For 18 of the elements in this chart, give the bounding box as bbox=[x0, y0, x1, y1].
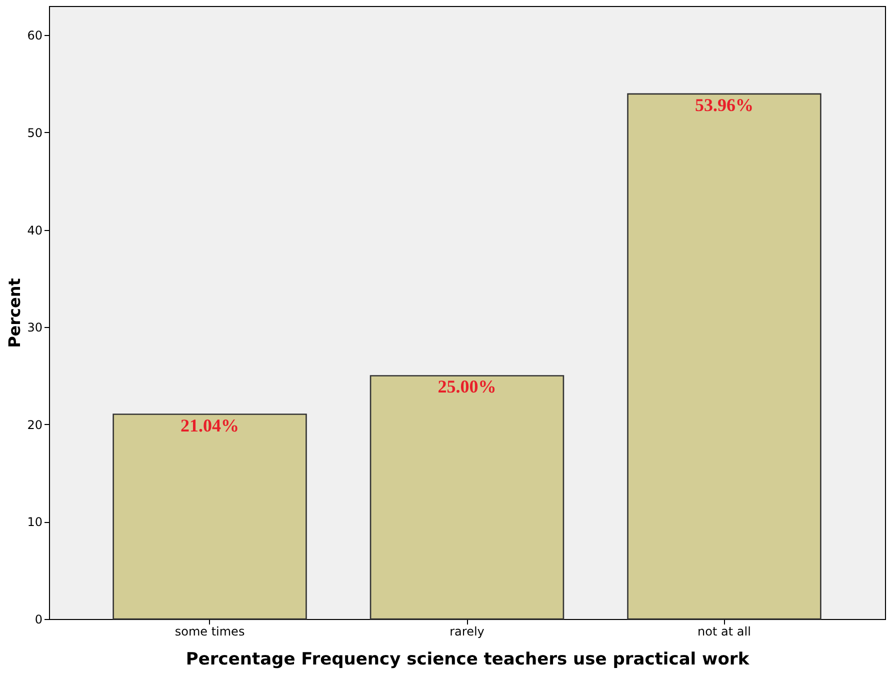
x-tick-label: rarely bbox=[450, 624, 484, 638]
y-tick-label: 0 bbox=[34, 612, 42, 626]
y-tick-label: 30 bbox=[27, 320, 42, 335]
x-tick-label: not at all bbox=[698, 624, 751, 638]
y-tick-label: 50 bbox=[27, 126, 42, 140]
data-label: 25.00% bbox=[438, 376, 496, 397]
y-tick-label: 60 bbox=[27, 28, 42, 43]
data-label: 53.96% bbox=[694, 94, 754, 115]
x-axis-title: Percentage Frequency science teachers use practical work bbox=[186, 650, 750, 670]
bar bbox=[627, 93, 822, 620]
y-axis-title: Percent bbox=[5, 278, 24, 348]
data-label: 21.04% bbox=[180, 415, 240, 436]
bar bbox=[112, 414, 307, 620]
bar bbox=[370, 375, 564, 620]
y-tick-label: 40 bbox=[27, 223, 42, 238]
x-tick-label: some times bbox=[174, 624, 245, 638]
y-tick-label: 20 bbox=[27, 418, 42, 432]
y-tick-label: 10 bbox=[27, 515, 42, 530]
